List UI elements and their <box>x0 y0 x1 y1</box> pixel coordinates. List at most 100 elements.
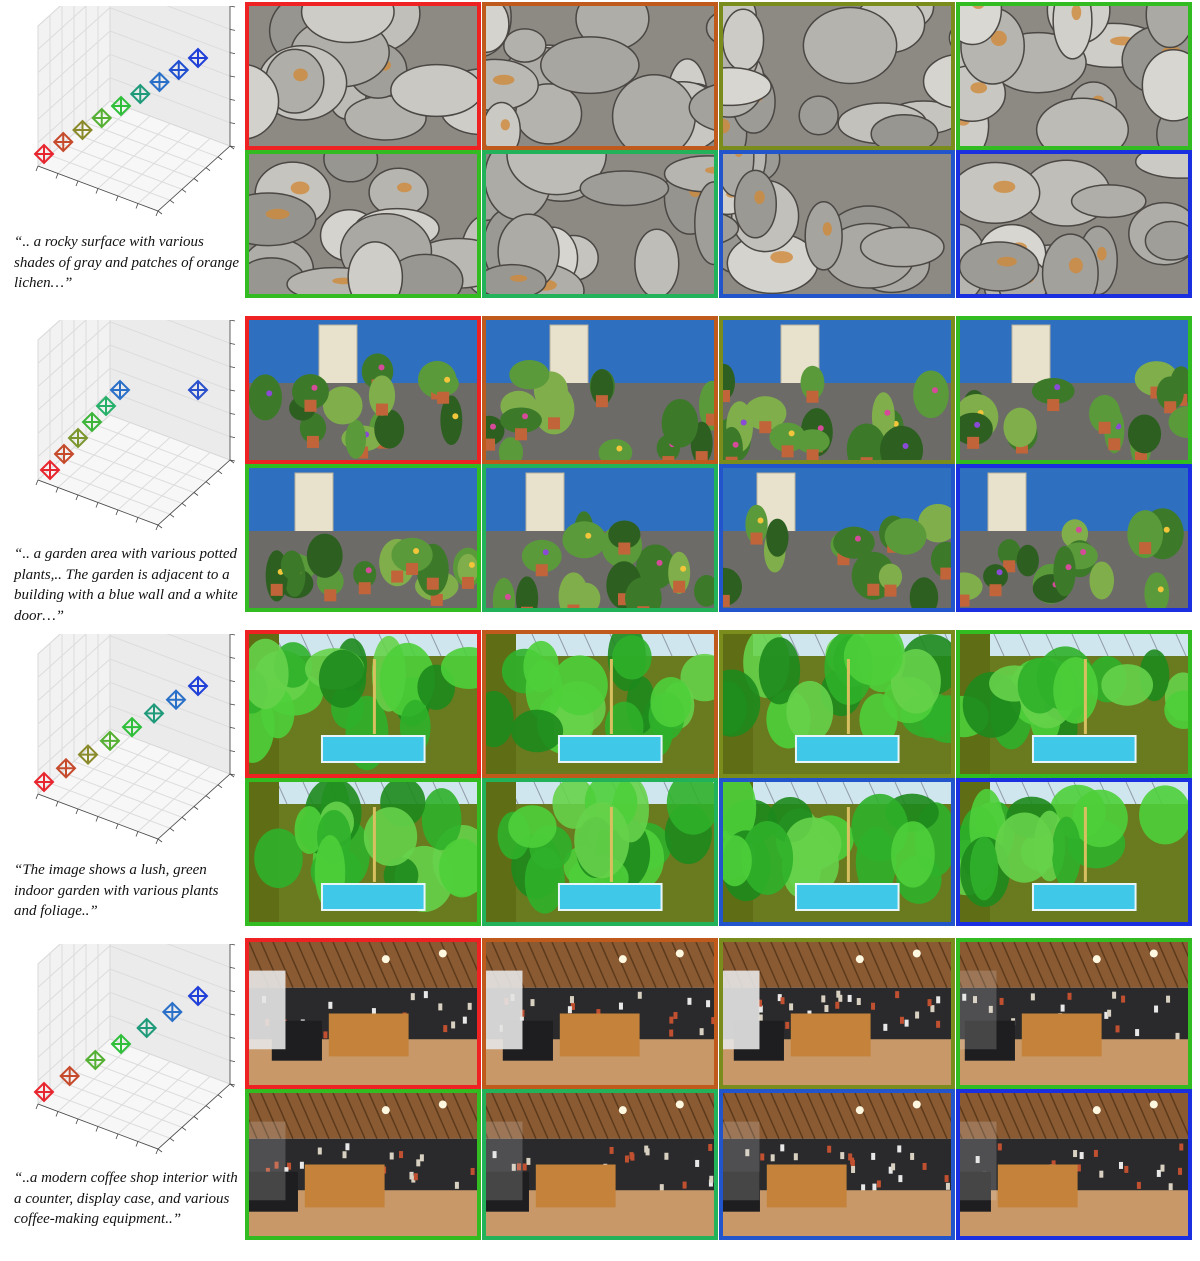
camera-frustum-icon <box>55 757 77 779</box>
camera-frustum-icon <box>39 459 61 481</box>
camera-frustum-icon <box>110 95 132 117</box>
scene-image <box>249 468 477 608</box>
rendered-frame <box>245 464 481 612</box>
rendered-frame <box>482 316 718 464</box>
camera-trajectory-3d-axes <box>35 320 236 530</box>
camera-trajectory-plot <box>8 944 240 1154</box>
axes-grid <box>35 944 236 1154</box>
camera-frustum-icon <box>109 379 131 401</box>
scene-image <box>723 782 951 922</box>
rendered-frame <box>482 938 718 1089</box>
rendered-frame <box>956 316 1192 464</box>
scene-caption: “.. a garden area with various potted pl… <box>14 546 238 624</box>
scene-image <box>249 634 477 774</box>
scene-image <box>486 1093 714 1236</box>
camera-frustum-icon <box>59 1065 81 1087</box>
camera-frustum-icon <box>91 107 113 129</box>
scene-image <box>960 942 1188 1085</box>
scene-image <box>960 468 1188 608</box>
scene-caption: “..a modern coffee shop interior with a … <box>14 1170 238 1227</box>
scene-image <box>723 320 951 460</box>
rendered-frame <box>482 778 718 926</box>
scene-image <box>960 6 1188 146</box>
camera-frustum-icon <box>33 771 55 793</box>
scene-image <box>249 1093 477 1236</box>
rendered-frame <box>956 778 1192 926</box>
rendered-frame <box>245 2 481 150</box>
rendered-frame <box>719 316 955 464</box>
scene-image <box>960 154 1188 294</box>
camera-frustum-icon <box>187 379 209 401</box>
camera-frustum-icon <box>121 716 143 738</box>
rendered-frame <box>245 778 481 926</box>
scene-image <box>249 6 477 146</box>
axes-grid <box>35 634 236 844</box>
camera-frustum-icon <box>161 1001 183 1023</box>
camera-trajectory-plot <box>8 6 240 216</box>
camera-frustum-icon <box>99 730 121 752</box>
scene-image <box>249 154 477 294</box>
camera-frustum-icon <box>187 675 209 697</box>
camera-frustum-icon <box>143 703 165 724</box>
frame-grid <box>245 630 1195 926</box>
rendered-frame <box>719 630 955 778</box>
camera-trajectory-plot <box>8 634 240 844</box>
rendered-frame <box>956 938 1192 1089</box>
camera-frustum-icon <box>165 689 187 711</box>
rendered-frame <box>245 150 481 298</box>
frame-grid <box>245 316 1195 612</box>
scene-image <box>960 634 1188 774</box>
scene-image <box>723 6 951 146</box>
rendered-frame <box>245 630 481 778</box>
camera-frustum-icon <box>95 395 117 417</box>
rendered-frame <box>719 2 955 150</box>
camera-frustum-icon <box>149 71 170 93</box>
rendered-frame <box>482 150 718 298</box>
rendered-frame <box>482 464 718 612</box>
scene-image <box>249 320 477 460</box>
camera-frustum-icon <box>72 119 93 141</box>
rendered-frame <box>719 150 955 298</box>
scene-image <box>960 320 1188 460</box>
scene-image <box>486 6 714 146</box>
axes-grid <box>35 6 236 216</box>
axes-grid <box>35 320 236 530</box>
frame-grid <box>245 2 1195 298</box>
camera-trajectory-3d-axes <box>33 944 236 1154</box>
camera-frustum-icon <box>77 744 99 765</box>
camera-frustum-icon <box>136 1017 158 1039</box>
scene-image <box>723 634 951 774</box>
rendered-frame <box>719 778 955 926</box>
scene-image <box>723 1093 951 1236</box>
scene-image <box>486 154 714 294</box>
camera-frustum-icon <box>168 59 190 81</box>
rendered-frame <box>956 464 1192 612</box>
camera-frustum-icon <box>33 143 55 165</box>
scene-image <box>249 782 477 922</box>
rendered-frame <box>956 630 1192 778</box>
camera-trajectory-plot <box>8 320 240 530</box>
scene-image <box>249 942 477 1085</box>
rendered-frame <box>956 150 1192 298</box>
camera-trajectory-3d-axes <box>33 634 236 844</box>
camera-frustum-icon <box>187 985 209 1007</box>
camera-frustum-icon <box>81 411 103 433</box>
scene-image <box>960 782 1188 922</box>
rendered-frame <box>482 2 718 150</box>
camera-trajectory-3d-axes <box>33 6 236 216</box>
scene-image <box>723 154 951 294</box>
scene-image <box>723 468 951 608</box>
scene-image <box>960 1093 1188 1236</box>
scene-caption: “.. a rocky surface with various shades … <box>14 234 239 291</box>
rendered-frame <box>245 938 481 1089</box>
camera-frustum-icon <box>67 427 89 449</box>
rendered-frame <box>482 630 718 778</box>
rendered-frame <box>956 1089 1192 1240</box>
rendered-frame <box>719 938 955 1089</box>
scene-image <box>486 942 714 1085</box>
rendered-frame <box>482 1089 718 1240</box>
camera-frustum-icon <box>110 1033 132 1055</box>
camera-frustum-icon <box>84 1049 106 1071</box>
scene-image <box>486 468 714 608</box>
scene-image <box>486 634 714 774</box>
